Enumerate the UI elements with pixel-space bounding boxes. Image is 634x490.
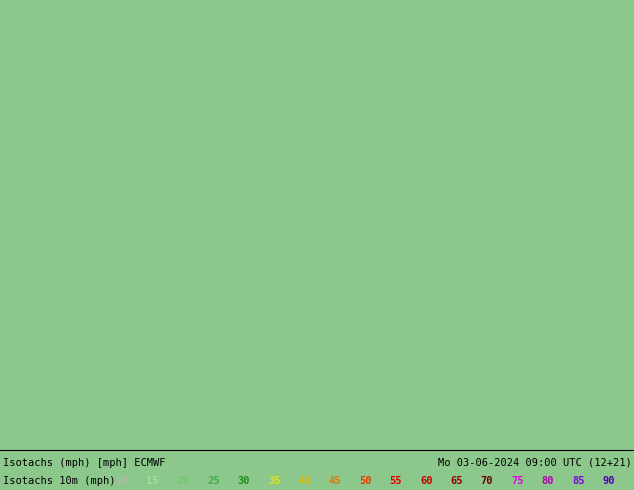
Text: 80: 80	[541, 476, 554, 486]
Text: 60: 60	[420, 476, 432, 486]
Text: 45: 45	[329, 476, 341, 486]
Text: 35: 35	[268, 476, 280, 486]
Text: 10: 10	[116, 476, 129, 486]
Text: 65: 65	[450, 476, 463, 486]
Text: 20: 20	[177, 476, 190, 486]
Text: Isotachs (mph) [mph] ECMWF: Isotachs (mph) [mph] ECMWF	[3, 458, 165, 468]
Text: Mo 03-06-2024 09:00 UTC (12+21): Mo 03-06-2024 09:00 UTC (12+21)	[437, 458, 631, 468]
Text: 25: 25	[207, 476, 220, 486]
Text: 70: 70	[481, 476, 493, 486]
Text: 85: 85	[572, 476, 585, 486]
Text: 90: 90	[602, 476, 615, 486]
Text: Isotachs 10m (mph): Isotachs 10m (mph)	[3, 476, 115, 486]
Text: 30: 30	[238, 476, 250, 486]
Text: 75: 75	[511, 476, 524, 486]
Text: 40: 40	[299, 476, 311, 486]
Text: 15: 15	[146, 476, 159, 486]
Text: 55: 55	[389, 476, 402, 486]
Text: 50: 50	[359, 476, 372, 486]
